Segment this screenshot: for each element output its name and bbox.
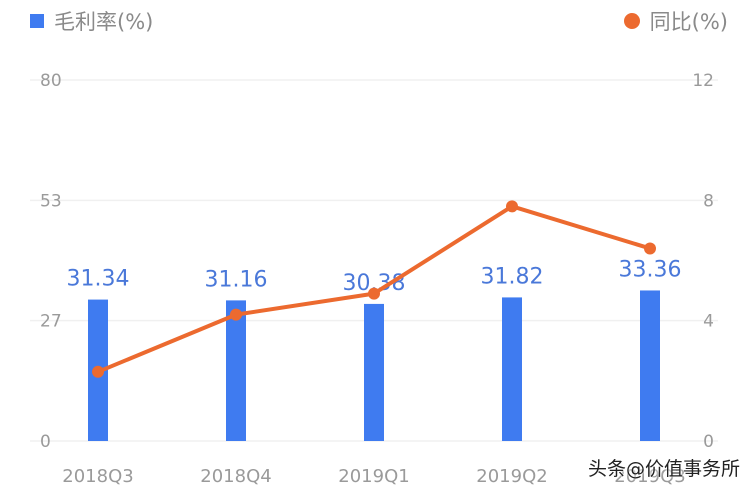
x-axis-category: 2019Q3 — [614, 466, 685, 487]
right-axis-tick: 8 — [703, 191, 714, 211]
legend-label-gross-margin: 毛利率(%) — [54, 10, 154, 34]
legend-label-yoy: 同比(%) — [649, 10, 728, 34]
bar-value-label: 33.36 — [619, 257, 682, 282]
left-axis-tick: 0 — [40, 432, 51, 452]
left-axis-tick: 53 — [40, 191, 62, 211]
line-point-yoy[interactable] — [368, 287, 380, 300]
x-axis-category: 2018Q3 — [62, 466, 133, 487]
watermark: 头条@价值事务所 — [587, 458, 740, 480]
right-axis-tick: 0 — [703, 432, 714, 452]
right-axis-tick: 12 — [692, 71, 714, 91]
bar-value-label: 31.16 — [205, 267, 268, 292]
right-axis-tick: 4 — [703, 312, 714, 332]
line-point-yoy[interactable] — [92, 365, 104, 378]
bar-value-label: 31.34 — [67, 267, 130, 292]
line-point-yoy[interactable] — [644, 242, 656, 255]
bar-gross-margin[interactable] — [640, 290, 660, 441]
bar-gross-margin[interactable] — [226, 300, 246, 441]
legend-gross-margin[interactable]: 毛利率(%) — [30, 6, 153, 36]
bar-gross-margin[interactable] — [364, 303, 384, 441]
x-axis-category: 2019Q2 — [476, 466, 547, 487]
left-axis-tick: 27 — [40, 312, 62, 332]
left-axis-tick: 80 — [40, 71, 62, 91]
legend-yoy[interactable]: 同比(%) — [623, 6, 728, 36]
line-point-yoy[interactable] — [506, 200, 518, 213]
bar-value-label: 31.82 — [481, 264, 544, 289]
x-axis-category: 2019Q1 — [338, 466, 409, 487]
legend-circle-icon — [623, 13, 640, 29]
legend-square-icon — [30, 14, 44, 28]
line-point-yoy[interactable] — [230, 308, 242, 321]
x-axis-category: 2018Q4 — [200, 466, 271, 487]
bar-gross-margin[interactable] — [502, 297, 522, 441]
